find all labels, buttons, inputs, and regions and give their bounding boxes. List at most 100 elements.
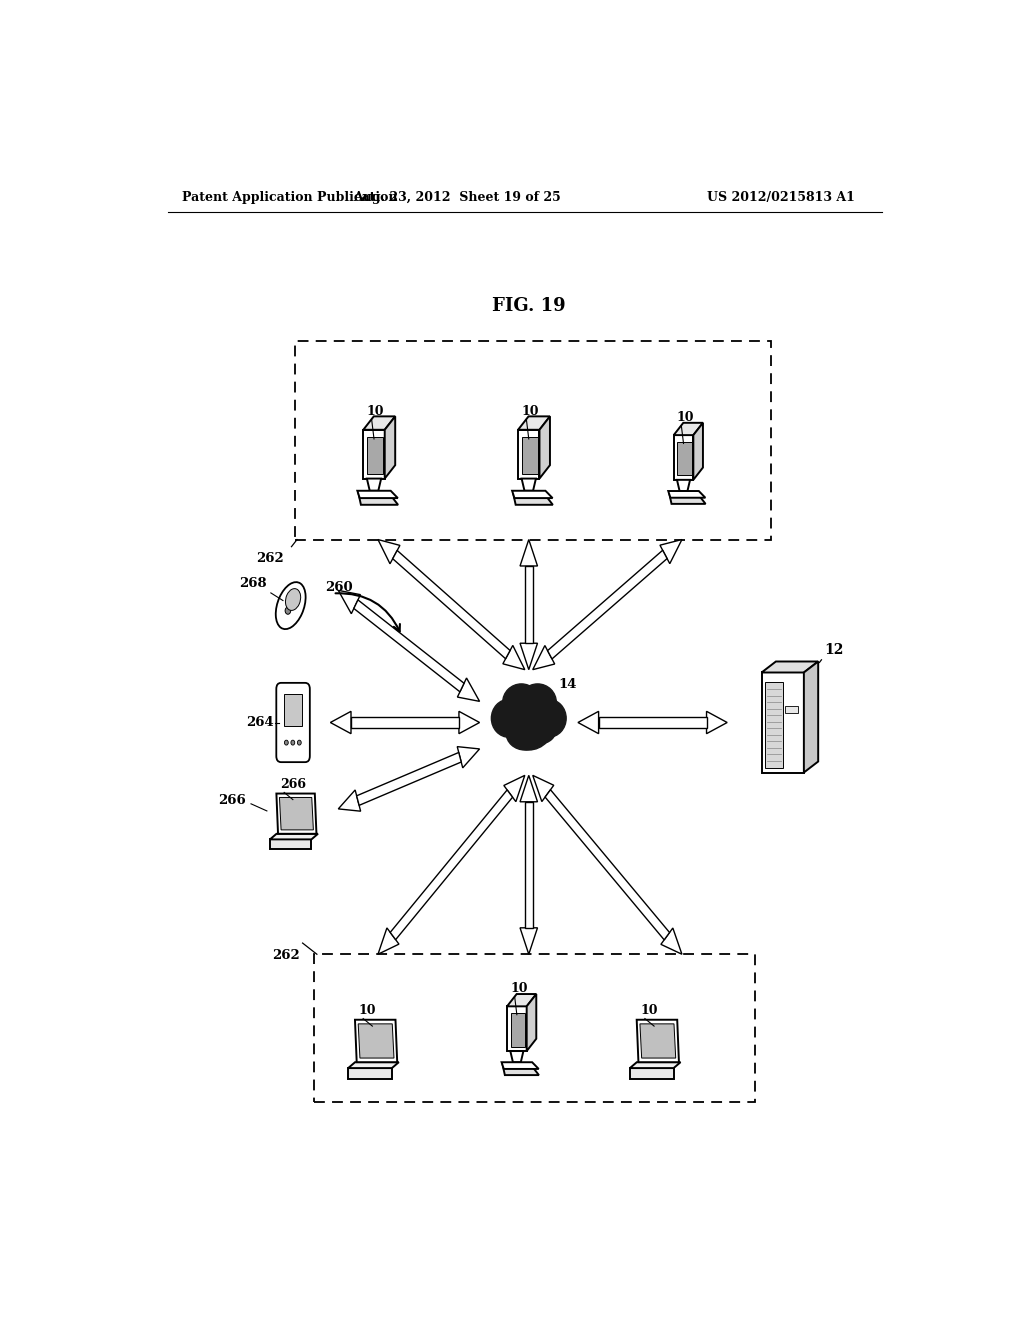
Polygon shape [511,1012,525,1047]
Ellipse shape [286,589,301,610]
Polygon shape [804,661,818,772]
Polygon shape [525,801,532,928]
Polygon shape [522,437,538,474]
Text: 10: 10 [510,982,527,995]
FancyBboxPatch shape [276,682,310,762]
Polygon shape [338,789,360,812]
Polygon shape [351,718,459,727]
Polygon shape [669,491,706,498]
Text: 12: 12 [824,643,844,657]
Text: 10: 10 [640,1003,657,1016]
Polygon shape [677,442,691,475]
Polygon shape [660,928,682,954]
Text: 262: 262 [256,552,284,565]
Text: 10: 10 [677,411,694,424]
Polygon shape [358,494,398,504]
Text: 14: 14 [558,677,577,690]
Bar [285,693,302,726]
Polygon shape [356,752,461,805]
Circle shape [291,741,295,744]
Polygon shape [507,1006,526,1051]
Text: 10: 10 [521,405,539,417]
Polygon shape [458,678,479,701]
Polygon shape [393,550,510,659]
Polygon shape [513,494,553,504]
Polygon shape [458,747,479,768]
Text: 10: 10 [358,1003,376,1016]
Text: 268: 268 [240,577,267,590]
Polygon shape [520,775,538,801]
Bar [784,706,799,713]
Polygon shape [670,494,706,504]
Polygon shape [502,1063,539,1069]
Polygon shape [385,416,395,479]
Polygon shape [630,1063,681,1068]
Polygon shape [637,1020,679,1063]
Text: Aug. 23, 2012  Sheet 19 of 25: Aug. 23, 2012 Sheet 19 of 25 [353,191,561,205]
Polygon shape [364,416,395,430]
Polygon shape [693,422,702,480]
Bar [765,682,782,767]
Text: 10: 10 [367,405,384,417]
Polygon shape [762,672,804,772]
Polygon shape [518,430,540,479]
Bar [314,954,755,1102]
Polygon shape [677,480,690,491]
Polygon shape [512,491,553,498]
Circle shape [297,741,301,744]
Text: US 2012/0215813 A1: US 2012/0215813 A1 [708,191,855,205]
Polygon shape [368,437,383,474]
Polygon shape [518,416,550,430]
Polygon shape [520,540,538,566]
Polygon shape [378,928,399,954]
Polygon shape [707,711,727,734]
Polygon shape [525,566,532,643]
Ellipse shape [503,684,540,721]
Polygon shape [338,590,360,614]
Text: 262: 262 [271,949,299,962]
Ellipse shape [275,582,305,630]
Polygon shape [640,1024,676,1059]
Polygon shape [520,643,538,669]
Polygon shape [532,775,554,801]
Polygon shape [355,1020,397,1063]
Polygon shape [510,1051,523,1063]
Polygon shape [378,540,400,564]
Polygon shape [364,430,385,479]
Polygon shape [331,711,351,734]
Polygon shape [526,994,537,1051]
Polygon shape [390,789,513,940]
Ellipse shape [525,714,556,743]
Polygon shape [358,1024,394,1059]
Polygon shape [599,718,707,727]
Polygon shape [532,645,555,669]
Ellipse shape [506,717,544,750]
Polygon shape [674,436,693,480]
Polygon shape [270,834,318,840]
Polygon shape [540,416,550,479]
Polygon shape [521,479,536,491]
Ellipse shape [503,696,554,750]
Polygon shape [659,540,682,564]
Bar [295,342,771,540]
Circle shape [285,607,291,614]
Circle shape [285,741,289,744]
Polygon shape [578,711,599,734]
Polygon shape [280,797,313,830]
Ellipse shape [530,700,566,738]
Ellipse shape [519,684,556,721]
Polygon shape [348,1063,398,1068]
Polygon shape [520,928,538,954]
Text: 264: 264 [246,715,273,729]
Polygon shape [367,479,381,491]
Text: Patent Application Publication: Patent Application Publication [182,191,397,205]
Polygon shape [545,789,670,940]
Polygon shape [357,491,397,498]
Polygon shape [504,775,524,801]
Ellipse shape [492,700,526,738]
Polygon shape [276,793,316,834]
Polygon shape [348,1068,392,1078]
Polygon shape [503,645,524,669]
Polygon shape [548,550,667,659]
Polygon shape [630,1068,674,1078]
